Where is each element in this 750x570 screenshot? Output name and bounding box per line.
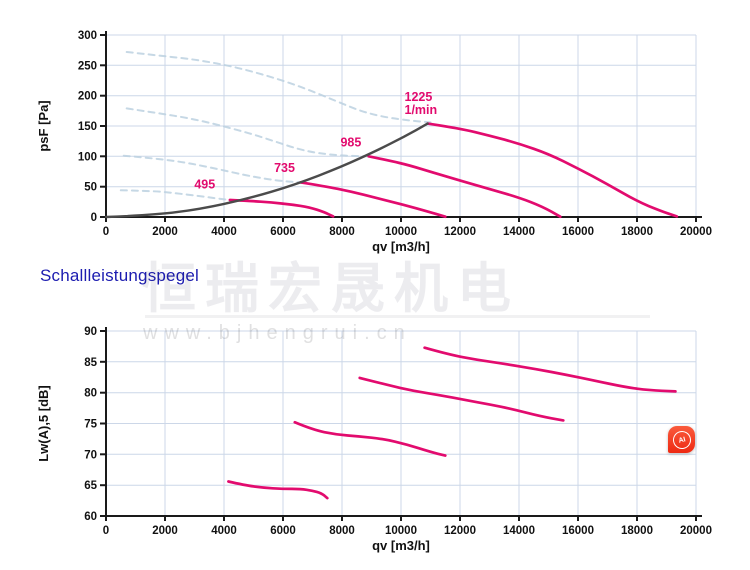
svg-text:4000: 4000 xyxy=(211,226,237,238)
fan-curve-495-unstable xyxy=(119,189,231,201)
fan-curve-1225-unstable xyxy=(125,51,432,124)
svg-text:4000: 4000 xyxy=(211,525,237,537)
svg-text:85: 85 xyxy=(84,357,97,369)
axes xyxy=(100,31,702,222)
svg-text:8000: 8000 xyxy=(329,226,355,238)
svg-text:20000: 20000 xyxy=(680,525,712,537)
axes xyxy=(100,327,702,521)
svg-text:14000: 14000 xyxy=(503,525,535,537)
sound-power-chart: 0 2000 4000 6000 8000 10000 12000 14000 16000 180… xyxy=(0,310,750,570)
sound-curve-495 xyxy=(227,480,329,500)
svg-text:75: 75 xyxy=(84,419,97,431)
sound-power-chart-svg: 0 2000 4000 6000 8000 10000 12000 14000 16000 180… xyxy=(36,326,712,553)
tick-labels: 0 2000 4000 6000 8000 10000 12000 14000 16000 180… xyxy=(84,326,712,537)
svg-text:100: 100 xyxy=(78,151,97,163)
rpm-label-735: 735 xyxy=(274,161,295,175)
svg-text:18000: 18000 xyxy=(621,226,653,238)
svg-text:80: 80 xyxy=(84,388,97,400)
ai-badge-ring-icon: AI xyxy=(670,428,693,451)
svg-text:2000: 2000 xyxy=(152,525,178,537)
svg-text:10000: 10000 xyxy=(385,226,417,238)
y-axis-label: psF [Pa] xyxy=(36,100,51,151)
svg-text:0: 0 xyxy=(103,226,109,238)
fan-curve-735-unstable xyxy=(122,154,302,184)
rpm-label-1min: 1/min xyxy=(405,103,438,117)
svg-text:8000: 8000 xyxy=(329,525,355,537)
rpm-label-985: 985 xyxy=(340,136,361,150)
svg-text:60: 60 xyxy=(84,511,97,523)
svg-text:150: 150 xyxy=(78,121,97,133)
fan-curve-735 xyxy=(299,181,447,219)
svg-text:18000: 18000 xyxy=(621,525,653,537)
rpm-label-495: 495 xyxy=(194,178,215,192)
pressure-chart-svg: 0 2000 4000 6000 8000 10000 12000 14000 16000 180… xyxy=(36,30,712,254)
rpm-label-1225: 1225 xyxy=(405,90,433,104)
sound-curve-1225 xyxy=(423,346,677,393)
ai-assistant-badge[interactable]: AI xyxy=(668,426,695,453)
svg-text:50: 50 xyxy=(84,182,97,194)
svg-text:16000: 16000 xyxy=(562,525,594,537)
fan-curve-495 xyxy=(228,198,335,218)
svg-text:300: 300 xyxy=(78,30,97,42)
x-axis-label: qv [m3/h] xyxy=(372,538,430,553)
svg-text:20000: 20000 xyxy=(680,226,712,238)
svg-text:6000: 6000 xyxy=(270,226,296,238)
svg-text:6000: 6000 xyxy=(270,525,296,537)
fan-curve-985-unstable xyxy=(125,107,370,158)
svg-text:70: 70 xyxy=(84,449,97,461)
gridlines xyxy=(106,330,697,516)
svg-text:200: 200 xyxy=(78,91,97,103)
svg-text:0: 0 xyxy=(91,212,97,224)
svg-text:2000: 2000 xyxy=(152,226,178,238)
svg-text:16000: 16000 xyxy=(562,226,594,238)
fan-curve-985 xyxy=(367,154,562,219)
svg-text:12000: 12000 xyxy=(444,525,476,537)
svg-text:65: 65 xyxy=(84,480,97,492)
svg-text:0: 0 xyxy=(103,525,109,537)
svg-text:14000: 14000 xyxy=(503,226,535,238)
ai-badge-label: AI xyxy=(677,435,686,444)
svg-text:90: 90 xyxy=(84,326,97,338)
svg-text:250: 250 xyxy=(78,60,97,72)
tick-labels: 0 2000 4000 6000 8000 10000 12000 14000 16000 180… xyxy=(78,30,712,238)
sound-curve-985 xyxy=(358,376,565,422)
section-title: Schallleistungspegel xyxy=(40,266,199,285)
fan-curve-1225 xyxy=(426,122,679,218)
svg-text:10000: 10000 xyxy=(385,525,417,537)
pressure-chart: 0 2000 4000 6000 8000 10000 12000 14000 16000 180… xyxy=(0,0,750,262)
system-resistance-curve xyxy=(104,122,429,219)
y-axis-label: Lw(A),5 [dB] xyxy=(36,385,51,462)
gridlines xyxy=(106,34,697,217)
svg-text:12000: 12000 xyxy=(444,226,476,238)
sound-curve-735 xyxy=(293,420,447,457)
x-axis-label: qv [m3/h] xyxy=(372,239,430,254)
